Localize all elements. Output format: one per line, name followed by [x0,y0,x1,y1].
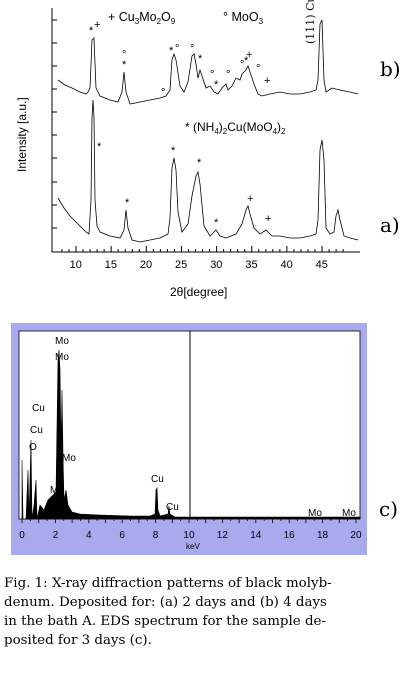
figure-caption: Fig. 1: X-ray diffraction patterns of bl… [4,574,410,650]
eds-peak-label: Cu [30,425,43,436]
xrd-marker: + [94,19,100,31]
eds-x-tick-label: 0 [19,530,25,541]
eds-x-tick-label: 10 [183,530,195,541]
xrd-marker: * [169,45,174,57]
xrd-marker: + [247,193,253,205]
xrd-marker: ° [240,59,244,71]
xrd-marker: * [97,141,102,153]
xrd-x-tick-label: 15 [105,259,117,271]
xrd-marker: ° [175,43,179,55]
xrd-marker: ° [122,49,126,61]
xrd-legend-a: * (NH4)2Cu(MoO4)2 [185,120,286,136]
xrd-x-tick-label: 20 [140,259,152,271]
xrd-x-tick-label: 30 [210,259,222,271]
eds-plot: 0 2 4 6 8 10 12 14 16 18 20 keV Mo Mo Cu Cu O Mo M… [11,323,398,555]
xrd-marker: * [122,59,127,71]
panel-label-b: b) [380,57,401,81]
caption-line: denum. Deposited for: (a) 2 days and (b)… [4,595,327,610]
xrd-pattern-b [57,19,359,105]
eds-peak-label: Mo [342,508,356,519]
panel-label-c: c) [379,497,398,521]
xrd-marker: * [89,25,94,37]
xrd-marker: * [214,79,219,91]
xrd-marker: ° [190,43,194,55]
caption-line: in the bath A. EDS spectrum for the samp… [4,614,326,629]
xrd-legend-b: + Cu3Mo2O9 [108,10,176,26]
xrd-cu-peak-label: (111) Cu [304,0,317,44]
eds-peak-label: O [29,442,37,453]
eds-x-tick-label: 14 [250,530,262,541]
eds-peak-label: Cu [151,474,164,485]
xrd-marker: * [198,53,203,65]
eds-peak-label: Cu [32,403,45,414]
eds-x-tick-label: 12 [217,530,229,541]
xrd-marker: ° [161,87,165,99]
eds-peak-label: Cu [166,502,179,513]
xrd-y-axis-label: Intensity [a.u.] [15,97,29,172]
xrd-marker: ° [256,63,260,75]
eds-peak-label: Mo [50,485,64,496]
eds-x-tick-label: 2 [53,530,59,541]
eds-x-tick-label: 6 [119,530,125,541]
xrd-marker: * [197,157,202,169]
panel-label-a: a) [380,213,400,237]
xrd-marker: * [214,217,219,229]
xrd-x-tick-label: 35 [245,259,257,271]
xrd-x-axis-label: 2θ[degree] [170,285,227,299]
eds-x-tick-label: 20 [350,530,362,541]
xrd-marker: + [264,75,270,87]
eds-x-axis-label: keV [186,542,200,551]
eds-x-tick-label: 18 [317,530,329,541]
xrd-marker: ° [210,69,214,81]
xrd-marker: * [171,145,176,157]
xrd-x-tick-label: 40 [281,259,293,271]
xrd-x-tick-label: 10 [70,259,82,271]
xrd-marker: * [125,197,130,209]
eds-peak-label: Mo [308,508,322,519]
xrd-marker: * [244,55,249,67]
eds-x-tick-label: 4 [86,530,92,541]
xrd-marker: + [265,213,271,225]
xrd-legend-b-moo3: ° MoO3 [223,10,264,26]
eds-x-tick-label: 16 [284,530,296,541]
caption-line: Fig. 1: X-ray diffraction patterns of bl… [4,576,332,591]
xrd-marker: + [246,49,252,61]
eds-x-tick-label: 8 [153,530,159,541]
eds-spectrum [21,349,361,520]
caption-line: posited for 3 days (c). [4,633,152,648]
eds-peak-label: Mo [55,352,69,363]
xrd-plot: 10 15 20 25 30 35 40 45 * + ° * ° * ° ° * ° * °… [15,0,401,299]
xrd-marker: ° [226,69,230,81]
xrd-x-tick-label: 25 [175,259,187,271]
xrd-x-tick-label: 45 [316,259,328,271]
eds-peak-label: Mo [55,336,69,347]
xrd-pattern-a [57,99,359,243]
eds-peak-label: Mo [62,453,76,464]
